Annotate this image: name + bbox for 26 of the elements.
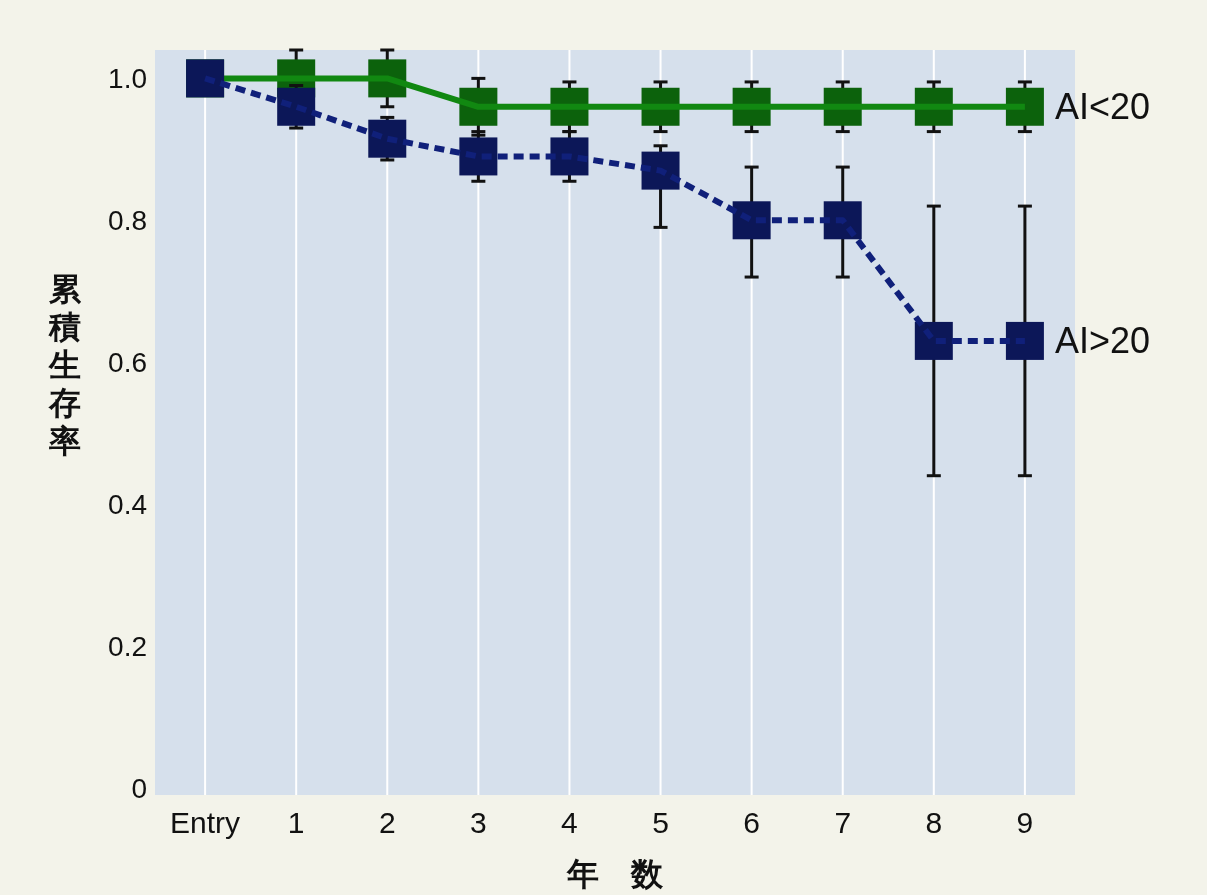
y-tick-label: 0.8 [108, 205, 147, 237]
point [459, 137, 498, 176]
x-axis-title: 年 数 [566, 856, 664, 892]
x-tick-label: 6 [743, 806, 760, 839]
x-tick-label: 8 [925, 806, 943, 839]
y-tick-label: 0.4 [108, 489, 147, 521]
x-tick-label: 7 [834, 806, 852, 839]
y-tick-label: 0.6 [108, 347, 147, 379]
point [277, 87, 316, 126]
y-tick-label: 0.2 [108, 631, 147, 662]
point [1005, 87, 1044, 126]
x-tick-label: 1 [287, 806, 305, 839]
series-label: AI>20 [1054, 319, 1150, 361]
y-tick-label: 1.0 [108, 63, 147, 95]
y-axis-title: 累積生存率 [48, 271, 82, 459]
x-tick-label: 5 [652, 806, 669, 839]
point [1005, 321, 1044, 360]
y-tick-label: 0 [131, 772, 147, 804]
point [368, 119, 407, 158]
x-tick-label: 2 [378, 806, 396, 839]
point [732, 201, 771, 240]
x-tick-label: 4 [561, 806, 578, 839]
x-tick-label: 9 [1016, 806, 1034, 839]
x-tick-label: 3 [470, 806, 487, 839]
series-label: AI<20 [1054, 85, 1150, 127]
x-tick-label: Entry [170, 806, 241, 839]
